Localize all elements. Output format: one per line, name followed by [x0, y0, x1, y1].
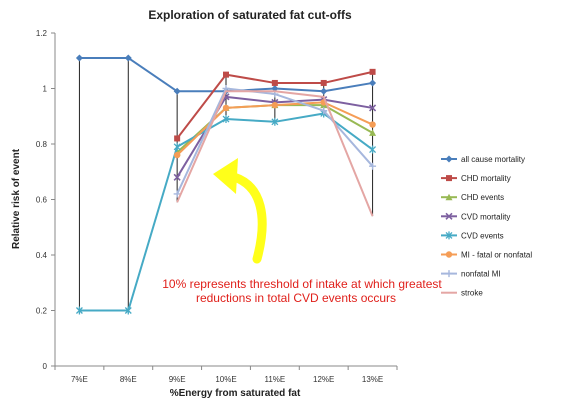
y-tick-label: 0.6 — [36, 196, 48, 205]
legend-label: CVD events — [461, 231, 504, 240]
x-tick-label: 12%E — [313, 375, 334, 384]
x-tick-label: 13%E — [362, 375, 383, 384]
legend-label: all cause mortality — [461, 155, 525, 164]
legend-label: CVD mortality — [461, 212, 510, 221]
data-point — [445, 251, 453, 258]
series-8 — [176, 90, 374, 217]
legend-item: stroke — [441, 289, 483, 298]
annotation-arrow-shaft — [229, 172, 267, 264]
data-point — [173, 190, 181, 198]
data-point — [369, 162, 377, 170]
x-tick-label: 7%E — [71, 375, 88, 384]
legend-item: all cause mortality — [441, 155, 525, 164]
legend-label: MI - fatal or nonfatal — [461, 251, 532, 260]
data-point — [174, 135, 181, 142]
x-tick-label: 8%E — [120, 375, 137, 384]
data-point — [75, 306, 83, 315]
data-point — [173, 87, 181, 95]
data-point — [320, 107, 328, 115]
y-tick-label: 1.2 — [36, 29, 48, 38]
data-point — [222, 115, 230, 124]
data-point — [271, 117, 279, 126]
data-point — [173, 142, 181, 151]
annotation-arrow-head — [213, 158, 238, 194]
legend-label: CHD events — [461, 193, 504, 202]
data-point — [369, 68, 376, 75]
x-ticks: 7%E 8%E 9%E 10%E 11%E 12%E 13%E — [54, 366, 398, 384]
data-point — [369, 121, 376, 128]
legend-item: CHD events — [441, 193, 504, 202]
y-tick-label: 0.4 — [36, 251, 48, 260]
annotation: 10% represents threshold of intake at wh… — [162, 158, 442, 305]
y-tick-label: 0.2 — [36, 307, 48, 316]
series-line — [176, 90, 374, 217]
legend-item: nonfatal MI — [441, 270, 501, 279]
y-tick-label: 1 — [43, 85, 48, 94]
data-point — [369, 129, 377, 136]
legend-item: CVD mortality — [441, 212, 510, 221]
data-point — [320, 87, 328, 95]
y-ticks: 0 0.2 0.4 0.6 0.8 1 1.2 — [36, 29, 55, 371]
legend-label: CHD mortality — [461, 174, 511, 183]
data-point — [223, 71, 229, 78]
annotation-text-line-2: reductions in total CVD events occurs — [196, 291, 396, 305]
y-tick-label: 0.8 — [36, 140, 48, 149]
x-tick-label: 9%E — [169, 375, 186, 384]
legend-item: CHD mortality — [441, 174, 511, 183]
y-tick-label: 0 — [43, 362, 48, 371]
data-point — [369, 104, 377, 112]
data-point — [173, 173, 181, 181]
legend-label: nonfatal MI — [461, 270, 501, 279]
legend-item: CVD events — [441, 231, 504, 240]
data-point — [173, 151, 181, 159]
series-layer — [75, 54, 377, 315]
y-axis-title: Relative risk of event — [11, 148, 22, 249]
legend: all cause mortality CHD mortality CHD even… — [441, 155, 532, 298]
x-tick-label: 11%E — [264, 375, 285, 384]
data-point — [75, 54, 83, 62]
data-point — [222, 104, 230, 112]
data-point — [320, 79, 327, 86]
x-tick-label: 10%E — [215, 375, 236, 384]
data-point — [271, 85, 279, 92]
chart-title: Exploration of saturated fat cut-offs — [148, 8, 352, 22]
data-point — [369, 79, 377, 87]
data-point — [445, 193, 453, 201]
legend-item: MI - fatal or nonfatal — [441, 251, 532, 260]
data-point — [271, 101, 279, 109]
data-point — [124, 54, 132, 62]
data-point — [446, 175, 452, 182]
data-point — [445, 231, 453, 240]
data-point — [445, 212, 453, 220]
data-point — [445, 155, 453, 163]
data-point — [124, 306, 132, 315]
annotation-text-line-1: 10% represents threshold of intake at wh… — [162, 277, 442, 291]
legend-label: stroke — [461, 289, 483, 298]
series-2 — [174, 68, 376, 142]
x-axis-title: %Energy from saturated fat — [170, 388, 301, 399]
data-point — [369, 145, 377, 154]
data-point — [445, 270, 453, 278]
data-point — [271, 79, 278, 86]
